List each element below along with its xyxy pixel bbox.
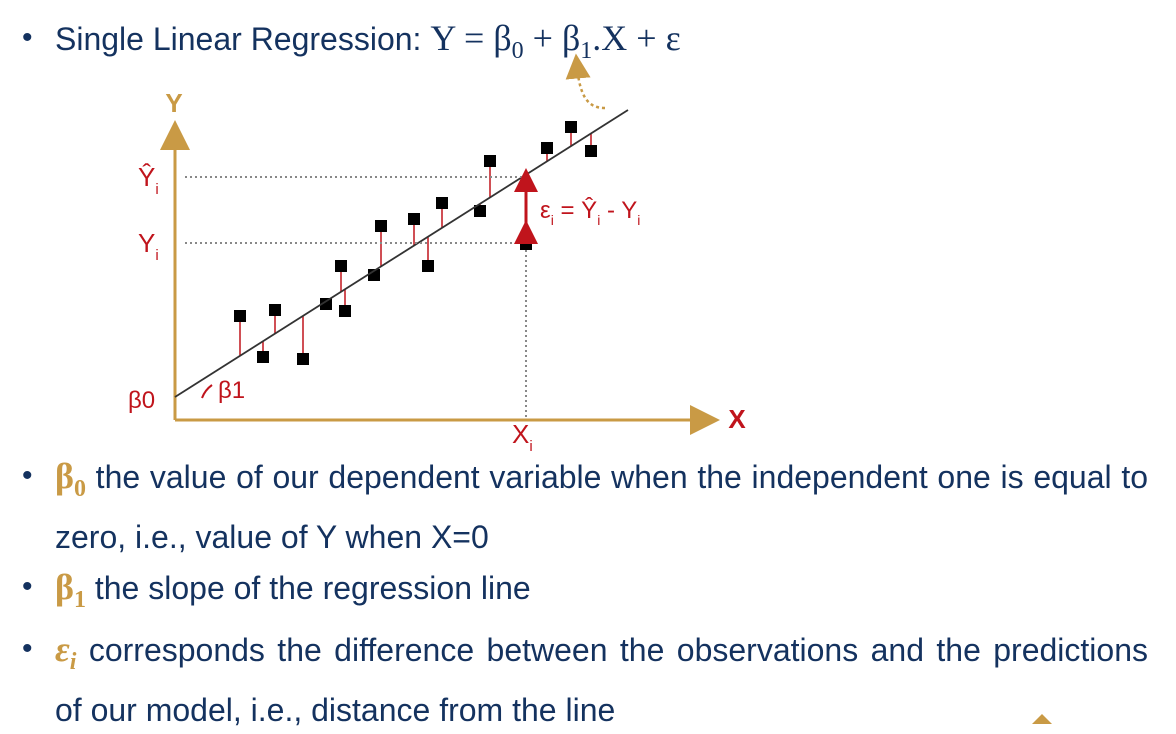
slope-arc	[201, 384, 213, 399]
y-hat-label: Ŷi	[138, 162, 159, 198]
formula: Y = β0 + β1.X + ε	[430, 18, 681, 64]
label-part: = Ŷ	[554, 197, 597, 224]
label-part: Ŷ	[138, 162, 155, 192]
x-axis-label: X	[728, 404, 746, 434]
bullet-dot: •	[22, 459, 33, 492]
label-part: Y	[138, 228, 155, 258]
observation	[408, 213, 420, 225]
label-part: i	[155, 247, 158, 264]
y-axis-label: Y	[165, 88, 182, 118]
label-part: i	[551, 212, 554, 228]
corner-mark	[1032, 714, 1052, 724]
formula-part: .X + ε	[592, 18, 681, 58]
label-part: X	[512, 419, 529, 449]
symbol-sub: 1	[73, 587, 86, 614]
observation	[375, 220, 387, 232]
symbol-sub: i	[69, 649, 77, 676]
label-part: i	[637, 212, 640, 228]
observation	[585, 145, 597, 157]
observation	[297, 353, 309, 365]
formula-part: β	[493, 18, 512, 58]
observation	[422, 260, 434, 272]
text: the value of our dependent variable when…	[55, 459, 1148, 556]
label-part: - Y	[600, 197, 637, 224]
formula-pointer	[565, 53, 606, 110]
symbol: εi	[55, 629, 76, 675]
formula-part: +	[532, 18, 553, 58]
symbol: β0	[55, 456, 86, 502]
observation	[257, 351, 269, 363]
observation	[474, 205, 486, 217]
symbol-base: β	[55, 567, 74, 607]
symbol: β1	[55, 567, 86, 613]
formula-part: 0	[511, 38, 524, 65]
label-part: i	[155, 181, 158, 198]
bullet-dot: •	[22, 570, 33, 603]
formula-part: Y	[430, 18, 455, 58]
observation	[541, 142, 553, 154]
observation	[335, 260, 347, 272]
symbol-sub: 0	[73, 476, 86, 503]
observation	[320, 298, 332, 310]
text: corresponds the difference between the o…	[55, 632, 1149, 729]
label-part: ε	[540, 197, 551, 224]
x-i-label: Xi	[512, 419, 533, 455]
title-label: Single Linear Regression:	[55, 21, 422, 57]
y-i-label: Yi	[138, 228, 159, 264]
observation	[339, 305, 351, 317]
observation	[436, 197, 448, 209]
observation	[484, 155, 496, 167]
bullet-dot: •	[22, 632, 33, 665]
formula-part: β	[561, 18, 581, 58]
observation	[234, 310, 246, 322]
bullet-text: εi corresponds the difference between th…	[55, 625, 1148, 734]
bullet-dot: •	[22, 21, 33, 54]
formula-part: =	[464, 18, 485, 58]
bullet-text: β0 the value of our dependent variable w…	[55, 452, 1148, 561]
bullet-text: β1 the slope of the regression line	[55, 563, 1148, 624]
text: the slope of the regression line	[94, 570, 531, 606]
beta1-label: β1	[218, 377, 245, 404]
error-label: εi = Ŷi - Yi	[540, 197, 640, 228]
observation	[565, 121, 577, 133]
label-part: i	[529, 438, 532, 455]
observation	[269, 304, 281, 316]
label-part: i	[597, 212, 600, 228]
beta0-label: β0	[128, 387, 155, 414]
symbol-base: ε	[55, 629, 70, 669]
symbol-base: β	[55, 456, 74, 496]
regression-line	[174, 109, 629, 398]
